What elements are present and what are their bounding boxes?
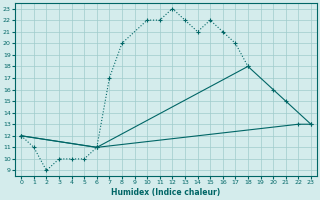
X-axis label: Humidex (Indice chaleur): Humidex (Indice chaleur) <box>111 188 221 197</box>
